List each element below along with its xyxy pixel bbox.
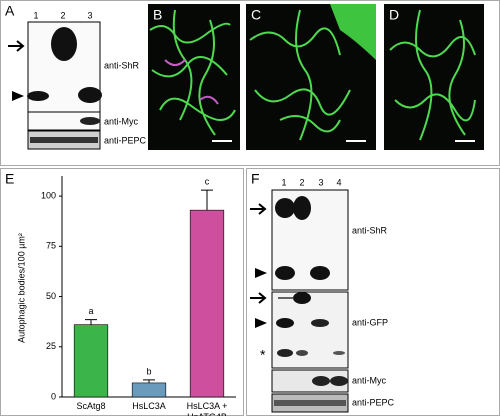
x-tick-label: HsLC3A + HsATG4B [186, 401, 228, 416]
arrow [250, 203, 267, 215]
error-bar [85, 319, 97, 325]
panel-label: A [5, 3, 15, 19]
annotation: a [88, 306, 93, 316]
blot-label: anti-Myc [104, 116, 139, 126]
arrowhead [255, 268, 267, 278]
band [293, 196, 311, 220]
arrowhead [12, 91, 24, 101]
bar [73, 324, 109, 398]
blot-label: anti-GFP [352, 317, 388, 327]
arrow [8, 40, 25, 52]
band [30, 137, 98, 143]
cell-outline [149, 9, 236, 136]
micrograph [384, 4, 484, 150]
lane-number: 2 [60, 10, 65, 20]
band [275, 266, 295, 280]
marker: * [260, 347, 266, 363]
panel-label: D [389, 7, 399, 23]
bar [131, 382, 167, 398]
band [27, 91, 49, 101]
band [51, 27, 77, 61]
panel-label: F [251, 171, 260, 187]
lane-number: 4 [336, 177, 341, 187]
y-tick-label: 75 [46, 241, 56, 251]
blot-label: anti-ShR [104, 60, 140, 70]
band [330, 376, 348, 386]
y-tick-label: 25 [46, 341, 56, 351]
blot-label: anti-PEPC [352, 397, 395, 407]
band [311, 319, 329, 327]
arrowhead [255, 318, 267, 328]
band [333, 351, 345, 355]
band [312, 376, 330, 386]
blot-label: anti-ShR [352, 225, 388, 235]
cell-outline [389, 9, 476, 141]
panel-label: C [251, 7, 261, 23]
band [277, 349, 293, 357]
y-axis-label: Autophagic bodies/100 µm² [16, 233, 26, 343]
band [275, 198, 295, 218]
band [276, 318, 294, 328]
lane-number: 1 [33, 10, 38, 20]
arrow [250, 292, 267, 304]
lane-number: 2 [299, 177, 304, 187]
x-tick-label: HsLC3A [132, 401, 166, 411]
band [274, 400, 346, 406]
cell-outline [164, 59, 219, 105]
lane-number: 3 [87, 10, 92, 20]
cell-region [330, 4, 376, 60]
band [296, 350, 308, 356]
error-bar [201, 189, 213, 211]
y-tick-label: 0 [51, 391, 56, 401]
band [78, 87, 102, 103]
blot-label: anti-PEPC [104, 135, 147, 145]
panel-label: B [153, 7, 162, 23]
error-bar [143, 379, 155, 383]
blot-label: anti-Myc [352, 375, 387, 385]
annotation: c [205, 176, 210, 186]
cell-outline [249, 9, 351, 141]
annotation: b [146, 366, 151, 376]
band [80, 117, 100, 125]
lane-number: 1 [281, 177, 286, 187]
bar [189, 209, 225, 398]
band [310, 266, 330, 280]
band [293, 292, 311, 304]
panel-label: E [5, 171, 14, 187]
y-tick-label: 50 [46, 291, 56, 301]
lane-number: 3 [318, 177, 323, 187]
x-tick-label: ScAtg8 [76, 401, 106, 411]
micrograph [148, 4, 240, 150]
y-tick-label: 100 [41, 190, 56, 200]
